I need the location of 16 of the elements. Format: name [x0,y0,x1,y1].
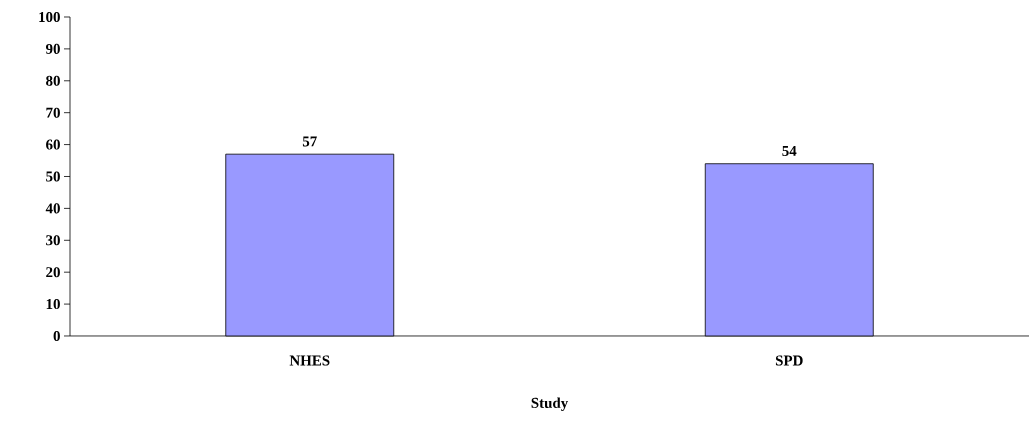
y-tick-label: 20 [46,267,60,278]
data-label: 57 [302,136,317,147]
y-tick-label: 10 [46,299,60,310]
y-tick-label: 100 [39,11,60,23]
x-tick-label: SPD [775,355,803,366]
y-tick-label: 70 [46,107,60,118]
y-tick-label: 90 [45,43,60,54]
y-tick-label: 80 [46,75,60,86]
y-tick-label: 40 [45,203,60,214]
y-tick-label: 30 [46,235,60,246]
x-tick-label: NHES [289,355,330,366]
data-label: 54 [782,146,797,156]
y-tick-label: 50 [46,171,60,182]
x-axis-title: Study [531,397,569,411]
y-tick-label: 60 [46,139,60,150]
y-tick-label: 0 [53,330,60,342]
